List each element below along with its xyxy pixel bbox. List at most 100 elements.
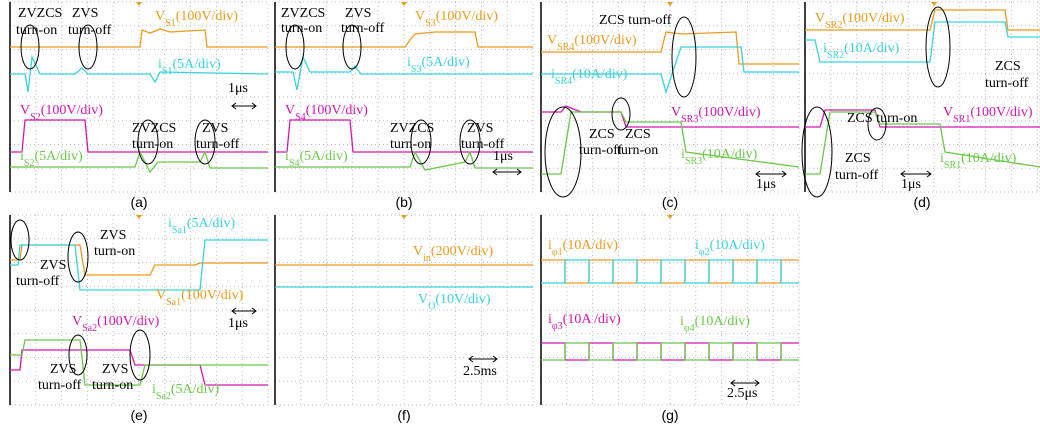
label-text: V bbox=[415, 9, 425, 24]
label-subscript: SR3 bbox=[681, 114, 698, 125]
waveform-label: 1μs bbox=[228, 316, 248, 331]
label-subscript: SR1 bbox=[953, 114, 970, 125]
label-text: 1μs bbox=[228, 316, 248, 331]
label-text: 2.5ms bbox=[463, 364, 497, 379]
waveform-label: ZVZCS bbox=[281, 6, 325, 21]
waveform-label: turn-on bbox=[617, 143, 658, 158]
panel-caption: (a) bbox=[130, 194, 147, 210]
label-text: turn-on bbox=[617, 143, 658, 158]
label-text: (100V/div) bbox=[970, 105, 1033, 120]
label-text: V bbox=[156, 288, 166, 303]
label-subscript: SR2 bbox=[827, 50, 844, 61]
label-subscript: SR4 bbox=[557, 42, 574, 53]
label-text: ZVZCS bbox=[281, 6, 325, 21]
label-subscript: S4 bbox=[289, 158, 300, 169]
label-subscript: Sa1 bbox=[166, 297, 181, 308]
label-text: V bbox=[418, 292, 428, 307]
label-subscript: S3 bbox=[425, 18, 436, 29]
label-text: (100V/div) bbox=[306, 103, 369, 118]
label-text: (10A/div) bbox=[710, 238, 766, 253]
label-text: (10A/div) bbox=[572, 67, 628, 82]
panel-caption: (g) bbox=[661, 407, 678, 423]
label-text: V bbox=[547, 33, 557, 48]
label-text: (100V/div) bbox=[97, 314, 160, 329]
waveform-label: ZCS bbox=[589, 127, 615, 142]
label-subscript: Sa2 bbox=[156, 391, 171, 402]
label-subscript: in bbox=[423, 253, 431, 264]
panel: iφ1(10A/div)iφ2(10A/div)iφ3(10A /div)iφ4… bbox=[541, 215, 799, 405]
label-text: turn-off bbox=[985, 76, 1029, 91]
waveform-label: 1μs bbox=[493, 149, 513, 164]
label-text: turn-off bbox=[835, 168, 879, 183]
label-text: turn-on bbox=[132, 137, 173, 152]
label-text: turn-on bbox=[92, 378, 133, 393]
label-text: (10A/div) bbox=[961, 151, 1017, 166]
label-text: (10A /div) bbox=[563, 312, 621, 327]
label-text: ZVS bbox=[467, 121, 493, 136]
waveform-label: 2.5ms bbox=[463, 364, 497, 379]
waveform-label: turn-on bbox=[94, 244, 135, 259]
waveform-label: turn-on bbox=[132, 137, 173, 152]
waveform-label: turn-off bbox=[196, 137, 240, 152]
label-text: V bbox=[72, 314, 82, 329]
waveform-label: ZVS bbox=[102, 362, 128, 377]
label-text: turn-off bbox=[341, 21, 385, 36]
label-subscript: φ4 bbox=[684, 323, 695, 334]
label-text: ZCS turn-on bbox=[847, 111, 917, 126]
label-subscript: S2 bbox=[24, 158, 35, 169]
label-text: V bbox=[20, 103, 30, 118]
waveform-label: turn-on bbox=[92, 378, 133, 393]
label-subscript: S1 bbox=[165, 18, 176, 29]
label-subscript: SR3 bbox=[685, 156, 702, 167]
label-subscript: SR1 bbox=[944, 160, 961, 171]
label-text: (10V/div) bbox=[435, 292, 491, 307]
label-text: ZVS bbox=[50, 362, 76, 377]
label-text: turn-on bbox=[94, 244, 135, 259]
waveform-label: ZVS bbox=[202, 121, 228, 136]
label-text: 1μs bbox=[493, 149, 513, 164]
waveform-label: ZVS bbox=[50, 362, 76, 377]
label-text: (200V/div) bbox=[431, 244, 494, 259]
label-text: V bbox=[815, 11, 825, 26]
label-text: ZVS bbox=[102, 362, 128, 377]
waveform-label: turn-on bbox=[16, 23, 57, 38]
waveform-label: turn-off bbox=[16, 274, 60, 289]
waveform-label: 1μs bbox=[901, 177, 921, 192]
label-text: V bbox=[943, 105, 953, 120]
label-text: V bbox=[155, 9, 165, 24]
waveform-label: turn-off bbox=[68, 23, 112, 38]
label-subscript: S4 bbox=[295, 112, 306, 123]
waveform-label: turn-off bbox=[38, 378, 82, 393]
label-text: ZCS bbox=[995, 59, 1021, 74]
waveform-label: ZVS bbox=[345, 6, 371, 21]
label-text: 1μs bbox=[756, 177, 776, 192]
label-subscript: SR2 bbox=[825, 20, 842, 31]
label-text: (5A/div) bbox=[299, 149, 348, 164]
label-text: (5A/div) bbox=[421, 55, 470, 70]
label-text: (5A/div) bbox=[172, 57, 221, 72]
label-text: turn-on bbox=[281, 21, 322, 36]
label-subscript: φ2 bbox=[699, 247, 710, 258]
label-subscript: S3 bbox=[411, 64, 422, 75]
label-subscript: φ1 bbox=[552, 247, 563, 258]
label-text: 1μs bbox=[228, 81, 248, 96]
panel-caption: (e) bbox=[130, 407, 147, 423]
label-text: ZVS bbox=[202, 121, 228, 136]
waveform-label: 2.5μs bbox=[727, 386, 757, 401]
label-text: turn-off bbox=[38, 378, 82, 393]
label-text: ZVS bbox=[100, 228, 126, 243]
waveform-label: ZCS bbox=[625, 127, 651, 142]
label-subscript: S2 bbox=[30, 112, 41, 123]
label-text: turn-off bbox=[196, 137, 240, 152]
label-text: ZVS bbox=[345, 6, 371, 21]
figure: ZVZCSturn-onZVSturn-offVS1(100V/div)iS1(… bbox=[0, 0, 1040, 430]
waveform-label: ZCS turn-on bbox=[847, 111, 917, 126]
label-text: (100V/div) bbox=[698, 105, 761, 120]
panel-caption: (f) bbox=[397, 407, 410, 423]
waveform-label: ZVZCS bbox=[390, 121, 434, 136]
panel: ZVSturn-offZVSturn-oniSa1(5A/div)VSa1(10… bbox=[10, 215, 268, 405]
label-text: ZCS bbox=[589, 127, 615, 142]
label-text: (5A/div) bbox=[34, 149, 83, 164]
waveform-label: ZVS bbox=[467, 121, 493, 136]
waveform-label: turn-on bbox=[390, 137, 431, 152]
